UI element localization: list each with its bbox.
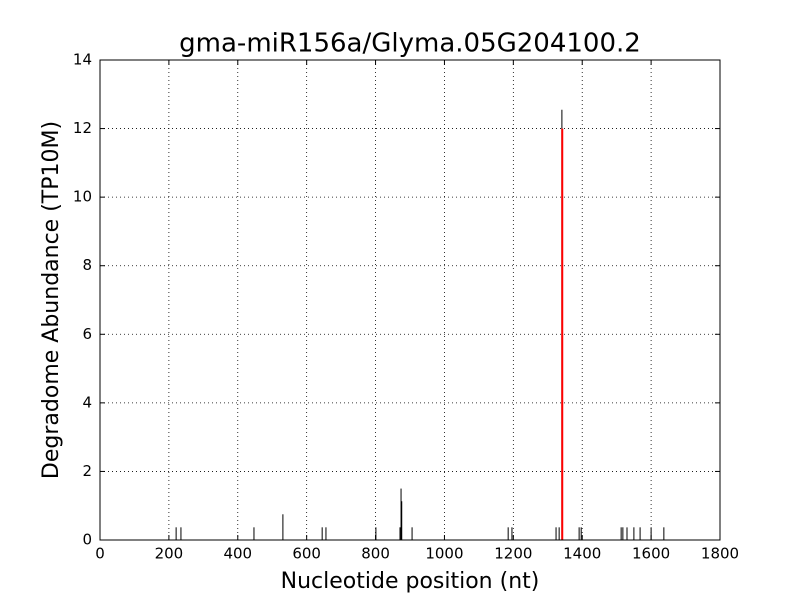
- y-tick-label: 6: [82, 325, 92, 343]
- y-tick-label: 12: [73, 119, 92, 137]
- x-tick-label: 600: [292, 545, 321, 563]
- chart-title: gma-miR156a/Glyma.05G204100.2: [179, 29, 641, 59]
- plot-frame: [99, 59, 721, 541]
- y-tick-label: 0: [82, 531, 92, 549]
- x-tick-label: 1000: [425, 545, 463, 563]
- x-tick-label: 800: [361, 545, 390, 563]
- y-axis-label: Degradome Abundance (TP10M): [39, 121, 64, 479]
- x-tick-label: 1200: [494, 545, 532, 563]
- x-tick-label: 1800: [701, 545, 739, 563]
- x-axis-label: Nucleotide position (nt): [281, 569, 540, 594]
- y-tick-label: 10: [73, 188, 92, 206]
- x-tick-label: 0: [95, 545, 105, 563]
- x-tick-label: 1600: [632, 545, 670, 563]
- x-tick-label: 1400: [563, 545, 601, 563]
- x-tick-label: 400: [223, 545, 252, 563]
- y-tick-label: 2: [82, 462, 92, 480]
- y-tick-label: 8: [82, 256, 92, 274]
- y-tick-label: 14: [73, 51, 92, 69]
- y-tick-label: 4: [82, 393, 92, 411]
- x-tick-label: 200: [155, 545, 184, 563]
